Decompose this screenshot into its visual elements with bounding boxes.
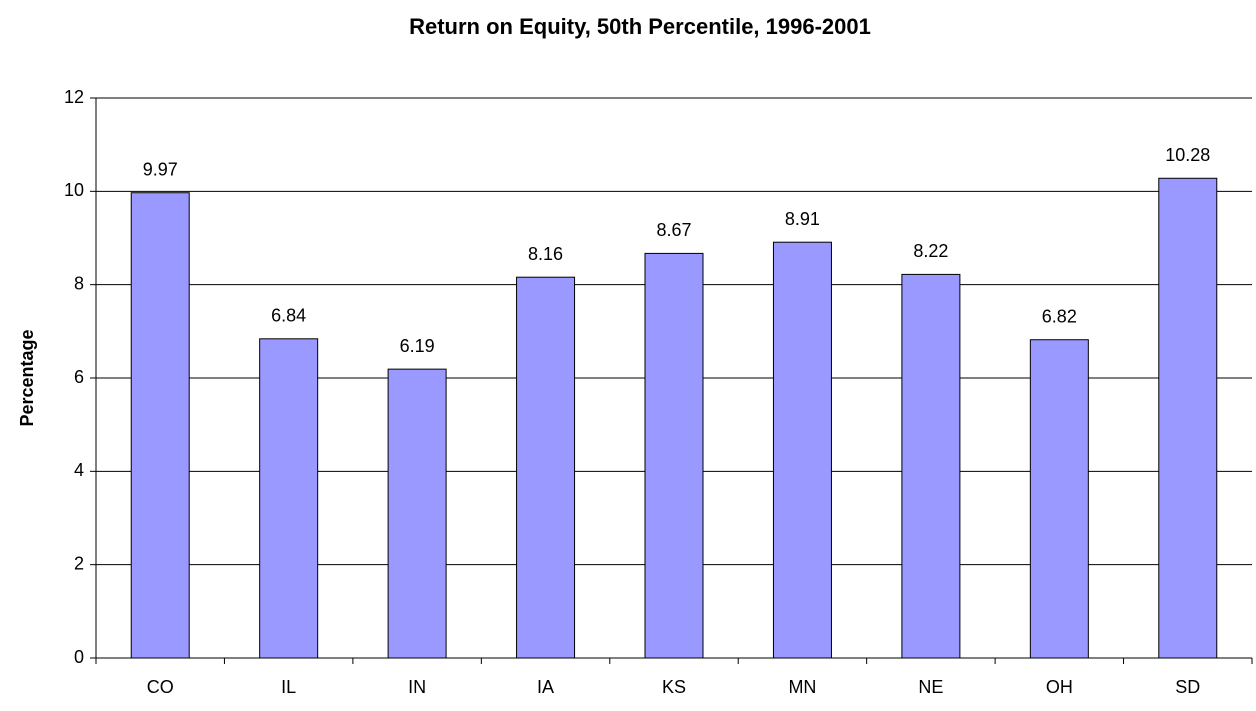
y-tick-label: 0 (74, 647, 84, 667)
x-tick-label: OH (1046, 677, 1073, 697)
y-tick-label: 8 (74, 273, 84, 293)
bar (387, 368, 447, 659)
data-label: 9.97 (143, 159, 178, 179)
y-tick-label: 10 (64, 180, 84, 200)
y-axis-label: Percentage (17, 329, 37, 426)
data-label: 8.67 (656, 220, 691, 240)
bar (130, 192, 190, 659)
y-tick-label: 4 (74, 460, 84, 480)
x-tick-label: IL (281, 677, 296, 697)
y-tick-label: 2 (74, 553, 84, 573)
y-tick-label: 12 (64, 87, 84, 107)
data-label: 8.91 (785, 209, 820, 229)
bar (1029, 339, 1089, 659)
bar (259, 338, 319, 659)
chart-title: Return on Equity, 50th Percentile, 1996-… (409, 14, 871, 39)
bar (516, 276, 576, 659)
x-tick-label: KS (662, 677, 686, 697)
x-tick-label: IA (537, 677, 554, 697)
x-tick-label: CO (147, 677, 174, 697)
data-label: 6.19 (400, 336, 435, 356)
bar (772, 241, 832, 659)
y-tick-label: 6 (74, 367, 84, 387)
bar (1158, 177, 1218, 659)
bar (901, 273, 961, 659)
data-label: 6.84 (271, 306, 306, 326)
bar (644, 252, 704, 659)
data-label: 10.28 (1165, 145, 1210, 165)
data-label: 8.16 (528, 244, 563, 264)
x-tick-label: MN (788, 677, 816, 697)
data-label: 6.82 (1042, 306, 1077, 326)
x-tick-label: IN (408, 677, 426, 697)
data-label: 8.22 (913, 241, 948, 261)
x-tick-label: SD (1175, 677, 1200, 697)
x-tick-label: NE (918, 677, 943, 697)
